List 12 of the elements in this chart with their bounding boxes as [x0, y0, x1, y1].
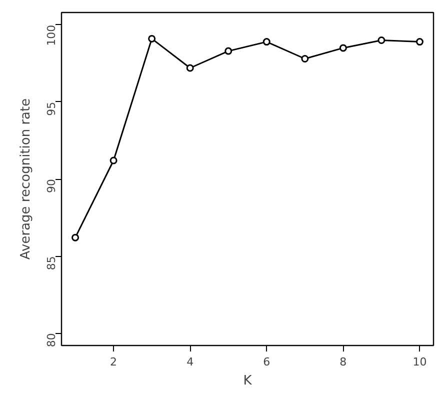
x-axis-title: K: [243, 374, 252, 388]
y-tick-label: 95: [45, 102, 58, 116]
y-axis-title: Average recognition rate: [18, 98, 34, 260]
x-tick-label: 10: [412, 356, 427, 368]
y-tick-label: 85: [45, 256, 58, 270]
y-tick-label: 100: [45, 24, 58, 46]
x-tick-label: 8: [340, 356, 347, 368]
x-tick-label: 2: [110, 356, 118, 368]
x-tick-label: 6: [263, 356, 270, 368]
y-tick-label: 90: [45, 178, 58, 193]
y-tick-label: 80: [45, 333, 58, 348]
x-tick-label: 4: [186, 356, 194, 368]
